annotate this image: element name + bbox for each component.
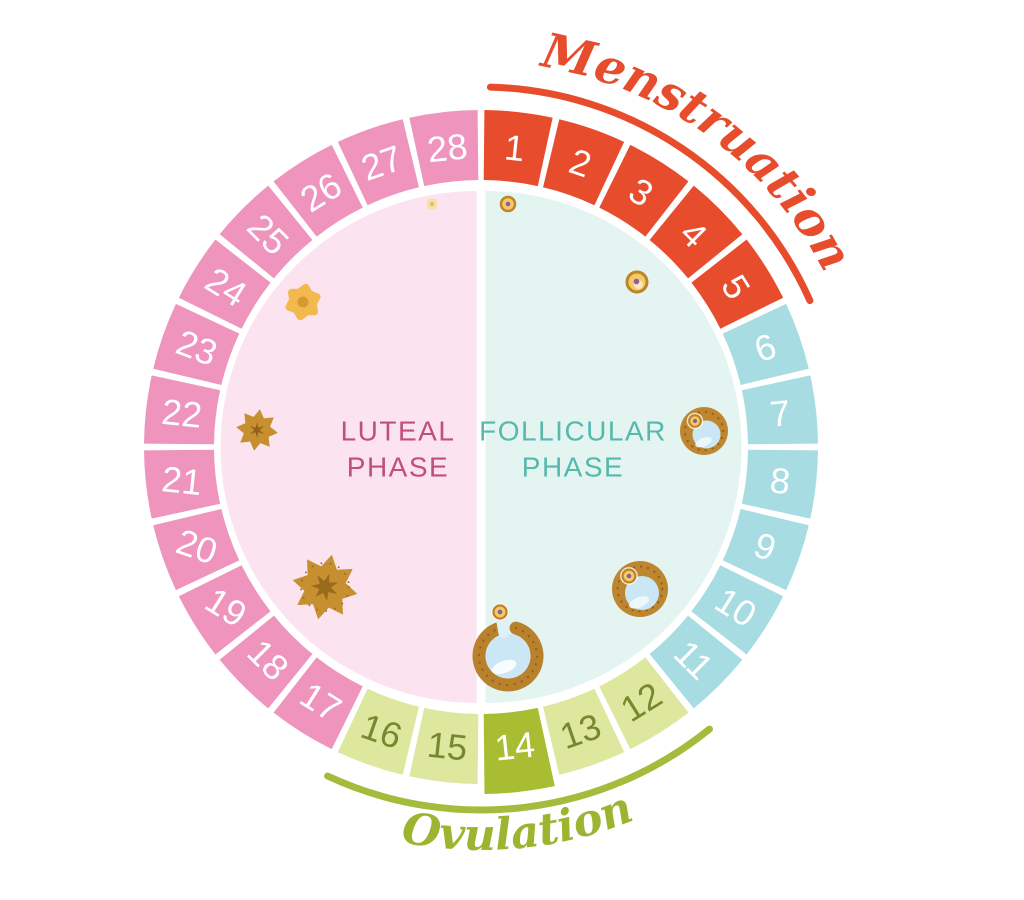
corpus-albicans-icon [285,283,321,321]
day-number-28: 28 [425,125,469,170]
corpus-luteum-icon [292,554,358,620]
day-segment-2 [543,119,625,206]
day-number-21: 21 [160,458,204,503]
day-segment-22 [144,375,221,445]
day-segment-4 [649,185,743,279]
ovulation-arc [324,725,713,814]
ovulating-follicle-icon [472,603,544,692]
day-segment-10 [691,565,784,655]
day-segment-16 [337,688,419,775]
ovulation-label: Ovulation [399,782,640,861]
day-segment-7 [741,375,818,445]
day-segment-1 [483,110,553,187]
day-segment-3 [599,144,689,237]
day-segment-9 [722,509,809,591]
day-number-22: 22 [160,391,204,436]
day-segment-24 [178,239,271,329]
day-segment-8 [741,449,818,519]
day-segment-20 [153,509,240,591]
luteal-phase-label-line1: LUTEAL [341,416,456,447]
corpus-luteum-regressing-icon [236,409,278,451]
luteal-half [220,191,477,703]
day-segment-27 [337,119,419,206]
tertiary-follicle-icon [612,561,668,617]
luteal-phase-label-line2: PHASE [347,452,449,483]
primordial-follicle-icon [499,195,517,213]
day-number-1: 1 [503,126,527,169]
day-number-7: 7 [768,392,792,435]
corpus-albicans-faded-icon [426,198,438,210]
day-number-14: 14 [493,724,537,769]
day-segment-23 [153,303,240,385]
day-segment-28 [409,110,479,187]
day-segment-15 [409,707,479,784]
day-number-8: 8 [768,459,792,502]
day-segment-19 [178,565,271,655]
day-segment-6 [722,303,809,385]
secondary-follicle-icon [680,407,728,455]
follicular-half [485,191,742,703]
day-segment-17 [273,657,363,750]
menstruation-arc [486,83,814,305]
day-segment-11 [649,615,743,709]
follicular-phase-label-line1: FOLLICULAR [479,416,667,447]
day-segment-18 [219,615,313,709]
primary-follicle-icon [625,270,649,294]
day-segment-5 [691,239,784,329]
follicular-phase-label-line2: PHASE [522,452,624,483]
day-segment-13 [543,688,625,775]
day-number-15: 15 [425,724,469,769]
day-segment-12 [599,657,689,750]
day-segment-14 [483,707,555,794]
day-segment-21 [144,449,221,519]
day-segment-25 [219,185,313,279]
day-segment-26 [273,144,363,237]
